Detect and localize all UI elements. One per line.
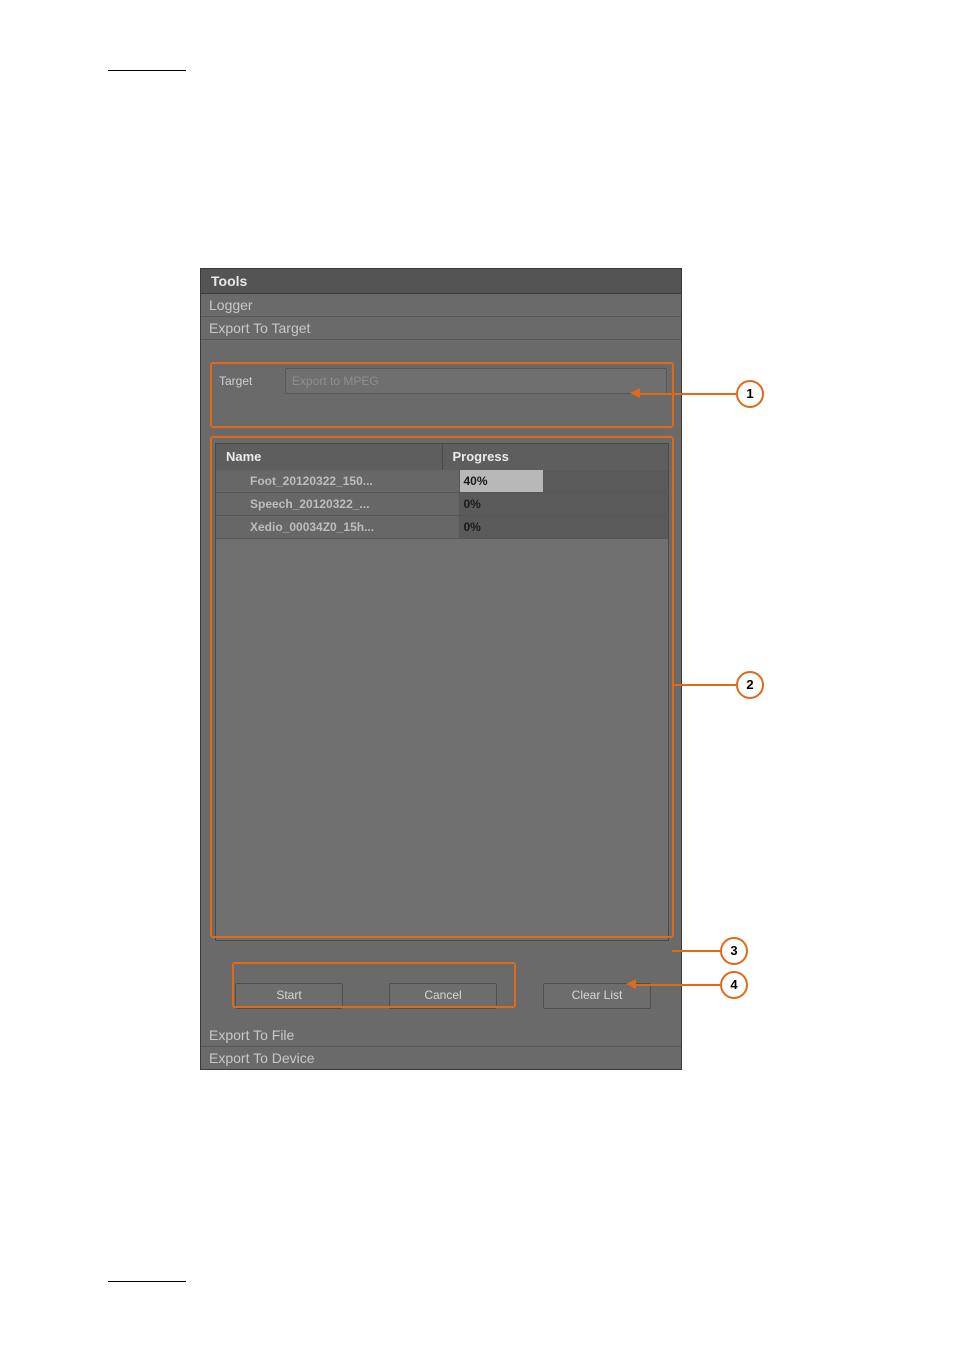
accordion-bottom: Export To File Export To Device — [201, 1024, 681, 1069]
progress-text: 0% — [464, 493, 481, 515]
table-row[interactable]: Xedio_00034Z0_15h... 0% — [216, 516, 668, 539]
tools-title: Tools — [201, 269, 681, 294]
cancel-button[interactable]: Cancel — [389, 983, 497, 1009]
accordion-export-to-target[interactable]: Export To Target — [201, 317, 681, 340]
table-row[interactable]: Speech_20120322_... 0% — [216, 493, 668, 516]
table-row[interactable]: Foot_20120322_150... 40% — [216, 470, 668, 493]
button-row: Start Cancel Clear List — [235, 983, 651, 1009]
start-button[interactable]: Start — [235, 983, 343, 1009]
progress-text: 40% — [464, 470, 488, 492]
row-progress: 0% — [460, 493, 669, 515]
col-progress[interactable]: Progress — [443, 444, 669, 470]
callout-line-2 — [672, 684, 736, 686]
row-name: Speech_20120322_... — [216, 493, 460, 515]
row-name: Foot_20120322_150... — [216, 470, 460, 492]
target-row: Target Export to MPEG — [215, 366, 667, 396]
target-field[interactable]: Export to MPEG — [285, 368, 667, 394]
grid-header: Name Progress — [216, 444, 668, 470]
callout-arrow-1 — [630, 388, 640, 398]
row-progress: 0% — [460, 516, 669, 538]
bottom-rule — [108, 1281, 186, 1282]
callout-1: 1 — [736, 380, 764, 408]
tools-panel: Tools Logger Export To Target Target Exp… — [200, 268, 682, 1070]
callout-line-1 — [640, 393, 736, 395]
progress-text: 0% — [464, 516, 481, 538]
callout-line-4 — [636, 984, 720, 986]
accordion-logger[interactable]: Logger — [201, 294, 681, 317]
callout-4: 4 — [720, 971, 748, 999]
row-progress: 40% — [460, 470, 669, 492]
row-name: Xedio_00034Z0_15h... — [216, 516, 460, 538]
top-rule — [108, 70, 186, 71]
callout-2: 2 — [736, 671, 764, 699]
callout-3: 3 — [720, 937, 748, 965]
col-name[interactable]: Name — [216, 444, 443, 470]
accordion-export-to-device[interactable]: Export To Device — [201, 1047, 681, 1069]
callout-line-3 — [672, 950, 720, 952]
target-label: Target — [215, 374, 285, 388]
export-grid: Name Progress Foot_20120322_150... 40% S… — [215, 443, 669, 941]
accordion-export-to-file[interactable]: Export To File — [201, 1024, 681, 1047]
callout-arrow-4 — [626, 979, 636, 989]
